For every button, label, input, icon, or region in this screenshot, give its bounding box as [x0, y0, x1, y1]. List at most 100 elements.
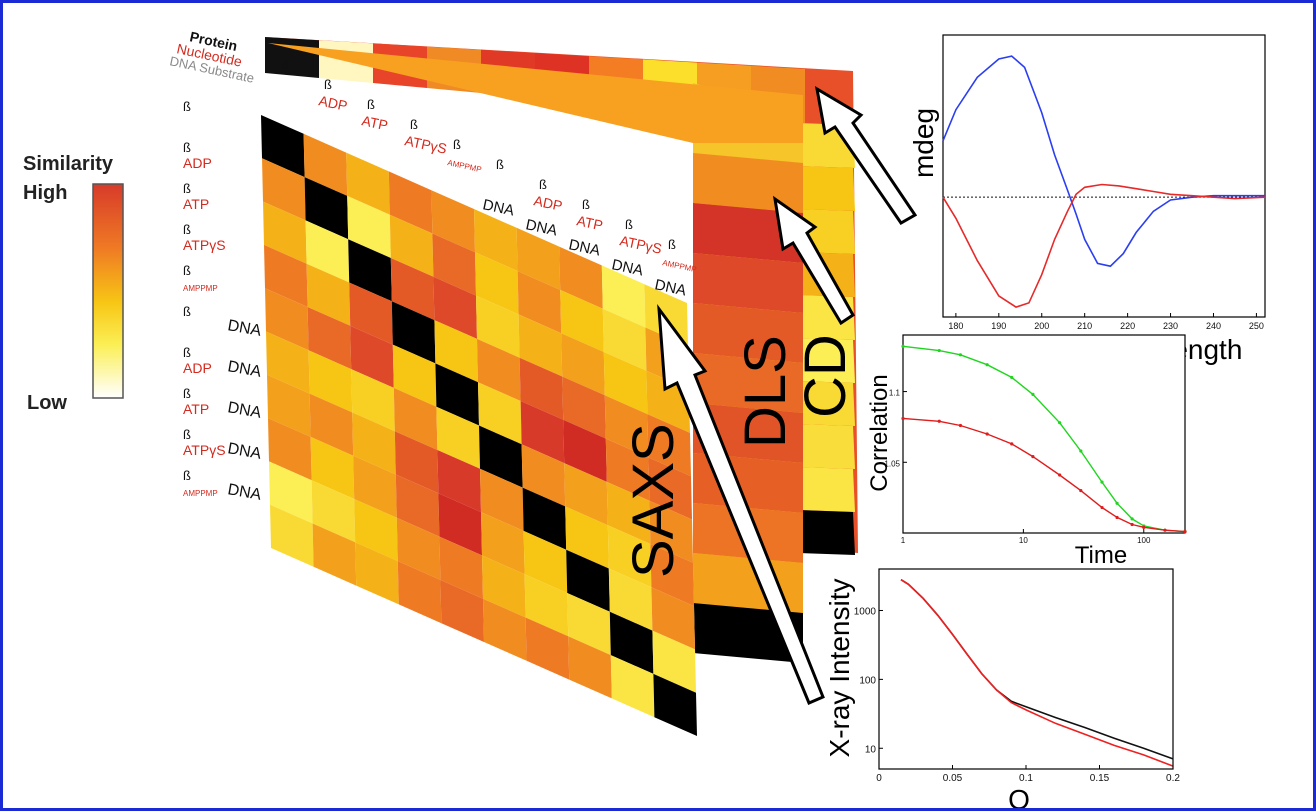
- legend-title: Similarity: [23, 153, 114, 175]
- col-label-nucleotide: ATPγS: [618, 232, 663, 256]
- x-tick-label: 210: [1077, 321, 1092, 331]
- saxs-cell: [478, 382, 522, 445]
- saxs-cell: [392, 344, 437, 407]
- saxs-cell: [306, 263, 351, 326]
- saxs-cell: [436, 406, 480, 469]
- x-tick-label: 0.1: [1019, 773, 1033, 784]
- row-label-beta: ß: [183, 427, 191, 442]
- saxs-cell: [394, 431, 439, 494]
- saxs-cell: [567, 593, 611, 656]
- x-tick-label: 10: [1019, 536, 1028, 545]
- chart-series-line: [902, 417, 1186, 533]
- col-label-nucleotide: AMPPMP: [662, 258, 698, 274]
- saxs-cell: [610, 655, 655, 718]
- saxs-cell: [397, 561, 442, 624]
- saxs-cell: [652, 630, 696, 693]
- chart-point: [1079, 449, 1083, 453]
- col-label-dna: DNA: [481, 196, 516, 219]
- saxs-cell: [562, 376, 606, 439]
- similarity-legend: Similarity High Low: [23, 153, 124, 414]
- row-label: ß AMPPMP DNA: [183, 468, 263, 504]
- saxs-cell: [644, 284, 688, 347]
- row-label-beta: ß: [183, 345, 191, 360]
- saxs-cell: [438, 493, 482, 556]
- col-label-nucleotide: ATP: [360, 112, 389, 133]
- saxs-cell: [303, 133, 348, 196]
- chart-series-line: [900, 579, 1174, 767]
- saxs-cell: [476, 295, 520, 358]
- saxs-cell: [560, 289, 604, 352]
- saxs-cell: [267, 374, 311, 437]
- pointer-arrows: [657, 86, 918, 705]
- chart-point: [1010, 375, 1014, 380]
- dls-cell: [693, 153, 803, 213]
- saxs-cell: [355, 542, 399, 605]
- chart-point: [1115, 501, 1119, 505]
- saxs-cell: [603, 352, 648, 415]
- x-axis-label: Time: [1075, 542, 1127, 569]
- saxs-cell: [350, 325, 394, 388]
- saxs-cell: [606, 481, 651, 544]
- col-label-nucleotide: ADP: [532, 192, 563, 214]
- saxs-cell: [518, 314, 563, 377]
- saxs-cell: [566, 549, 610, 612]
- saxs-cell: [264, 244, 308, 307]
- saxs-cell: [434, 320, 478, 383]
- saxs-cell: [516, 227, 561, 290]
- col-label-beta: ß: [367, 97, 375, 112]
- saxs-intensity-chart: 0 0.05 0.1 0.15 0.2 10 100 1000 Q X-ray Intensity: [824, 568, 1180, 808]
- saxs-cell: [354, 499, 398, 562]
- saxs-cell: [481, 512, 525, 575]
- chart-point: [1058, 421, 1062, 425]
- saxs-cell: [607, 525, 652, 588]
- legend-color-bar: [92, 183, 124, 399]
- col-label-beta: ß: [410, 117, 418, 132]
- saxs-cell: [524, 574, 569, 637]
- saxs-arrow: [657, 303, 825, 705]
- col-label: ß AMPPMP: [447, 137, 483, 174]
- saxs-cell: [432, 233, 476, 296]
- dls-arrow: [772, 195, 855, 326]
- col-label-dna: DNA: [524, 216, 559, 239]
- saxs-cell: [520, 401, 565, 464]
- chart-frame: [942, 34, 1266, 318]
- saxs-matrix: [261, 115, 697, 736]
- row-label-beta: ß: [183, 386, 191, 401]
- cd-cell: [798, 467, 855, 512]
- col-label-beta: ß: [496, 157, 504, 172]
- x-tick-label: 220: [1120, 321, 1135, 331]
- col-label-dna: DNA: [567, 236, 602, 259]
- row-label-dna: DNA: [226, 399, 263, 422]
- dls-title: DLS: [733, 335, 798, 448]
- x-tick-label: 0.15: [1090, 773, 1110, 784]
- cd-cell: [798, 338, 855, 383]
- panel-header-labels: Protein Nucleotide DNA Substrate: [168, 28, 255, 86]
- saxs-cell: [389, 214, 434, 277]
- dls-cell: [693, 353, 803, 413]
- chart-point: [1010, 442, 1014, 446]
- row-label-nucleotide: ATPγS: [183, 237, 226, 253]
- x-tick-label: 250: [1249, 321, 1264, 331]
- x-tick-label: 200: [1034, 321, 1049, 331]
- row-label-beta: ß: [183, 304, 191, 319]
- saxs-cell: [263, 201, 307, 264]
- saxs-cell: [517, 271, 562, 334]
- cd-cell: [798, 510, 855, 555]
- saxs-cell: [311, 480, 356, 543]
- col-label-beta: ß: [625, 217, 633, 232]
- x-tick-label: 240: [1206, 321, 1221, 331]
- chart-point: [901, 416, 905, 421]
- legend-low-label: Low: [27, 392, 67, 414]
- row-label-nucleotide: ATP: [183, 401, 209, 417]
- saxs-cell: [304, 177, 349, 240]
- chart-point: [1183, 529, 1187, 534]
- row-label-beta: ß: [183, 140, 191, 155]
